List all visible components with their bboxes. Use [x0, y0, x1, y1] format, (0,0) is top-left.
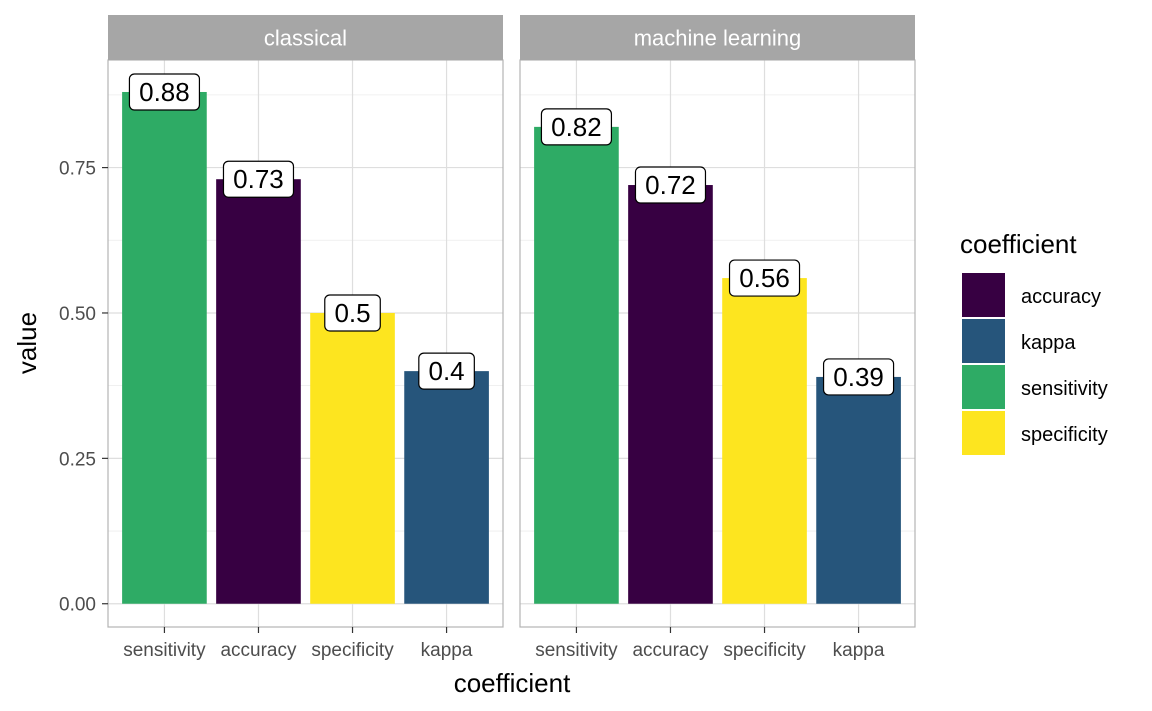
- y-tick-label: 0.00: [59, 595, 96, 616]
- bar-sensitivity: [534, 126, 619, 604]
- bar-kappa: [816, 376, 901, 604]
- data-label-box: [222, 160, 295, 198]
- x-tick-label: accuracy: [632, 640, 709, 661]
- data-label-group: 0.72: [634, 166, 707, 204]
- data-label-group: 0.5: [324, 294, 381, 332]
- data-label: 0.39: [833, 362, 884, 392]
- data-label: 0.72: [645, 170, 696, 200]
- data-label: 0.73: [233, 164, 284, 194]
- bar-kappa: [404, 371, 489, 604]
- facet-strip-label: classical: [264, 26, 347, 51]
- data-label-group: 0.39: [822, 358, 895, 396]
- legend-entry-sensitivity: sensitivity: [962, 365, 1108, 409]
- bar-sensitivity: [122, 91, 207, 604]
- data-label: 0.82: [551, 112, 602, 142]
- legend-key-sensitivity: [962, 365, 1005, 409]
- facet-panel-0: classical 0.88 0.73 0.5 0.4 sensitivity accura…: [107, 15, 504, 661]
- data-label-box: [822, 358, 895, 396]
- data-label: 0.4: [428, 356, 464, 386]
- bar-specificity: [722, 278, 807, 604]
- data-label-box: [634, 166, 707, 204]
- data-label-box: [728, 259, 801, 297]
- x-tick-label: specificity: [311, 640, 394, 661]
- legend-title: coefficient: [960, 229, 1077, 259]
- x-axis-title: coefficient: [454, 668, 571, 698]
- legend-label: kappa: [1021, 332, 1076, 354]
- x-tick-label: kappa: [833, 640, 885, 661]
- bar-specificity: [310, 312, 395, 604]
- x-tick-label: accuracy: [220, 640, 297, 661]
- data-label-box: [540, 108, 613, 146]
- data-label-group: 0.73: [222, 160, 295, 198]
- x-tick-label: sensitivity: [123, 640, 206, 661]
- bar-accuracy: [216, 179, 301, 604]
- data-label-group: 0.56: [728, 259, 801, 297]
- legend-entry-kappa: kappa: [962, 319, 1076, 363]
- data-label-group: 0.88: [128, 73, 201, 111]
- bar-accuracy: [628, 185, 713, 604]
- y-tick-label: 0.25: [59, 449, 96, 470]
- y-tick-label: 0.50: [59, 304, 96, 325]
- y-tick-label: 0.75: [59, 159, 96, 180]
- y-axis-title: value: [12, 312, 42, 374]
- data-label-box: [324, 294, 381, 332]
- x-tick-label: kappa: [421, 640, 473, 661]
- legend-label: specificity: [1021, 424, 1108, 446]
- legend-key-specificity: [962, 411, 1005, 455]
- legend-key-accuracy: [962, 273, 1005, 317]
- y-axis: 0.00 0.25 0.50 0.75: [59, 159, 108, 616]
- facet-strip: [108, 15, 503, 60]
- x-tick-label: sensitivity: [535, 640, 618, 661]
- facet-strip: [520, 15, 915, 60]
- data-label-group: 0.4: [418, 352, 475, 390]
- legend-entry-specificity: specificity: [962, 411, 1108, 455]
- data-label: 0.88: [139, 77, 190, 107]
- data-label-box: [128, 73, 201, 111]
- data-label: 0.5: [334, 298, 370, 328]
- facet-strip-label: machine learning: [634, 26, 802, 51]
- data-label-box: [418, 352, 475, 390]
- legend-key-kappa: [962, 319, 1005, 363]
- facet-panel-1: machine learning 0.82 0.72 0.56 0.39 sensitiv…: [519, 15, 916, 661]
- legend: coefficient accuracy kappa sensitivity speci…: [960, 229, 1108, 455]
- data-label-group: 0.82: [540, 108, 613, 146]
- data-label: 0.56: [739, 263, 790, 293]
- legend-label: accuracy: [1021, 286, 1101, 308]
- legend-label: sensitivity: [1021, 378, 1108, 400]
- x-tick-label: specificity: [723, 640, 806, 661]
- legend-entry-accuracy: accuracy: [962, 273, 1101, 317]
- panels: classical 0.88 0.73 0.5 0.4 sensitivity accura…: [107, 15, 916, 661]
